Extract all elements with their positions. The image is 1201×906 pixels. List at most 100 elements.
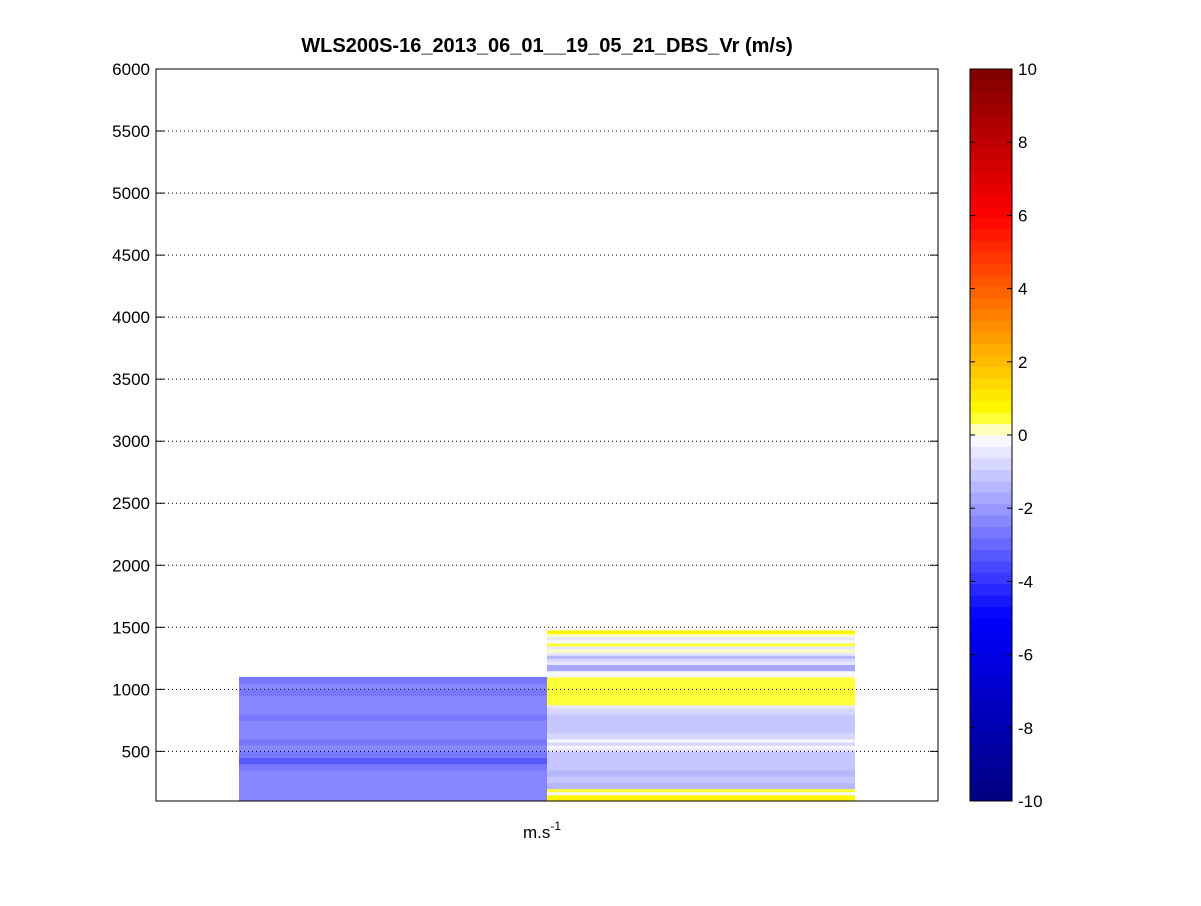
heatmap-cell: [547, 639, 855, 644]
colorbar-swatch: [970, 252, 1012, 264]
heatmap-cell: [547, 726, 855, 734]
colorbar-swatch: [970, 80, 1012, 93]
heatmap-cell: [239, 676, 547, 684]
colorbar-swatch: [970, 629, 1012, 642]
heatmap-cell: [239, 701, 547, 709]
colorbar-tick-label: 4: [1018, 280, 1027, 299]
colorbar-swatch: [970, 526, 1012, 539]
heatmap-cell: [239, 745, 547, 752]
colorbar-swatch: [970, 686, 1012, 699]
heatmap-cell: [239, 720, 547, 728]
colorbar-swatch: [970, 400, 1012, 413]
colorbar-swatch: [970, 263, 1012, 276]
colorbar-swatch: [970, 663, 1012, 676]
y-tick-label: 6000: [112, 60, 150, 79]
y-tick-label: 2500: [112, 494, 150, 513]
heatmap-cell: [239, 788, 547, 796]
heatmap-cell: [547, 642, 855, 647]
y-tick-label: 3000: [112, 432, 150, 451]
colorbar-swatch: [970, 618, 1012, 630]
heatmap-cell: [239, 732, 547, 740]
y-tick-label: 5000: [112, 184, 150, 203]
colorbar-swatch: [970, 274, 1012, 287]
colorbar-swatch: [970, 549, 1012, 562]
heatmap-cell: [547, 745, 855, 749]
y-tick-label: 500: [122, 742, 150, 761]
colorbar-swatch: [970, 560, 1012, 573]
heatmap-cell: [547, 664, 855, 672]
heatmap-cell: [547, 645, 855, 650]
colorbar-swatch: [970, 652, 1012, 665]
colorbar-swatch: [970, 709, 1012, 722]
colorbar-tick-label: 8: [1018, 133, 1027, 152]
colorbar-swatch: [970, 583, 1012, 596]
colorbar-swatch: [970, 492, 1012, 505]
colorbar-swatch: [970, 183, 1012, 196]
colorbar-tick-label: 0: [1018, 426, 1027, 445]
colorbar-swatch: [970, 343, 1012, 356]
colorbar-swatch: [970, 743, 1012, 756]
colorbar-swatch: [970, 572, 1012, 585]
colorbar-swatch: [970, 160, 1012, 173]
heatmap-cell: [547, 776, 855, 783]
heatmap-cell: [547, 636, 855, 641]
heatmap-cell: [239, 763, 547, 771]
colorbar-swatch: [970, 149, 1012, 161]
heatmap-cell: [547, 630, 855, 635]
colorbar-swatch: [970, 69, 1012, 81]
colorbar-swatch: [970, 720, 1012, 733]
heatmap-cell: [547, 707, 855, 715]
heatmap-cell: [547, 788, 855, 793]
heatmap-cell: [547, 791, 855, 796]
heatmap-bands: [239, 630, 855, 802]
heatmap-cell: [547, 794, 855, 802]
heatmap-cell: [547, 633, 855, 638]
x-axis-label: m.s-1: [523, 819, 561, 842]
heatmap-cell: [547, 655, 855, 659]
colorbar-swatch: [970, 537, 1012, 550]
heatmap-cell: [239, 714, 547, 721]
heatmap-cell: [547, 738, 855, 743]
colorbar-tick-label: -6: [1018, 646, 1033, 665]
heatmap-cell: [547, 670, 855, 678]
heatmap-cell: [547, 782, 855, 790]
colorbar-swatch: [970, 389, 1012, 402]
colorbar-swatch: [970, 137, 1012, 150]
colorbar-swatch: [970, 217, 1012, 230]
colorbar-ticks: -10 -8 -6 -4 -2 0 2 4 6 8 10: [970, 60, 1043, 811]
colorbar-swatch: [970, 354, 1012, 367]
colorbar-swatch: [970, 698, 1012, 710]
colorbar-swatch: [970, 457, 1012, 470]
colorbar-swatch: [970, 606, 1012, 619]
colorbar-swatch: [970, 286, 1012, 299]
colorbar-tick-label: 6: [1018, 206, 1027, 225]
y-tick-label: 2000: [112, 556, 150, 575]
plot-frame: [155, 68, 939, 802]
colorbar-swatch: [970, 103, 1012, 116]
y-tick-label: 5500: [112, 122, 150, 141]
colorbar-swatch: [970, 732, 1012, 745]
colorbar-swatch: [970, 515, 1012, 527]
colorbar-swatch: [970, 377, 1012, 390]
chart-title: WLS200S-16_2013_06_01__19_05_21_DBS_Vr (…: [301, 35, 792, 57]
heatmap-cell: [239, 776, 547, 783]
heatmap-cell: [547, 751, 855, 759]
heatmap-cell: [239, 683, 547, 690]
heatmap-cell: [547, 732, 855, 740]
heatmap-cell: [547, 652, 855, 656]
heatmap-cell: [239, 707, 547, 715]
colorbar-tick-label: 2: [1018, 353, 1027, 372]
heatmap-cell: [239, 695, 547, 703]
colorbar-swatch: [970, 297, 1012, 310]
colorbar-swatch: [970, 91, 1012, 104]
colorbar-swatch: [970, 640, 1012, 653]
colorbar-swatch: [970, 595, 1012, 608]
colorbar-swatch: [970, 755, 1012, 768]
heatmap-cell: [547, 649, 855, 653]
y-tick-label: 3500: [112, 370, 150, 389]
colorbar-swatch: [970, 114, 1012, 127]
colorbar-tick-label: 10: [1018, 60, 1037, 79]
colorbar-tick-label: -2: [1018, 499, 1033, 518]
colorbar-swatch: [970, 366, 1012, 379]
